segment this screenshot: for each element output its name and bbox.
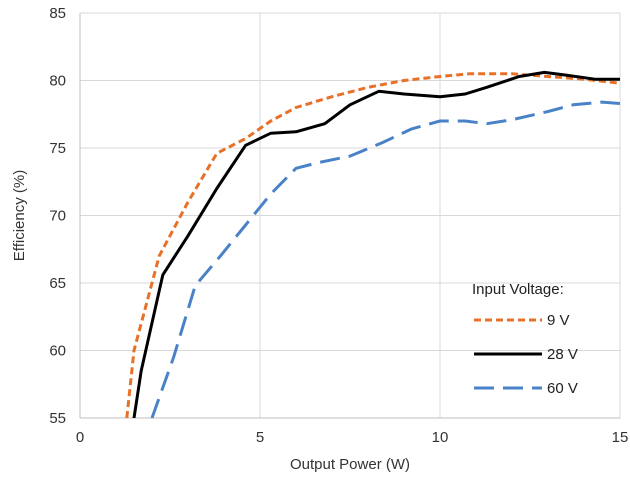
y-tick-label: 80 (49, 73, 66, 90)
legend: Input Voltage: 9 V 28 V 60 V (472, 281, 578, 397)
series-line-60v (150, 100, 620, 418)
y-tick-labels: 55 60 65 70 75 80 85 (49, 5, 66, 427)
y-tick-label: 60 (49, 343, 66, 360)
legend-label: 60 V (547, 380, 578, 397)
x-tick-label: 5 (256, 429, 264, 446)
x-axis-title: Output Power (W) (290, 456, 410, 473)
x-tick-label: 15 (612, 429, 629, 446)
x-tick-label: 10 (432, 429, 449, 446)
series-line-28v (132, 70, 620, 418)
y-tick-label: 85 (49, 5, 66, 22)
y-tick-label: 55 (49, 410, 66, 427)
y-axis-title: Efficiency (%) (11, 170, 28, 261)
y-tick-label: 75 (49, 140, 66, 157)
axes (79, 13, 620, 419)
series-layer (125, 70, 620, 418)
x-tick-labels: 0 5 10 15 (76, 429, 629, 446)
x-tick-label: 0 (76, 429, 84, 446)
legend-label: 28 V (547, 346, 578, 363)
legend-label: 9 V (547, 312, 570, 329)
legend-title: Input Voltage: (472, 281, 564, 298)
grid (80, 12, 621, 418)
y-tick-label: 70 (49, 208, 66, 225)
y-tick-label: 65 (49, 275, 66, 292)
